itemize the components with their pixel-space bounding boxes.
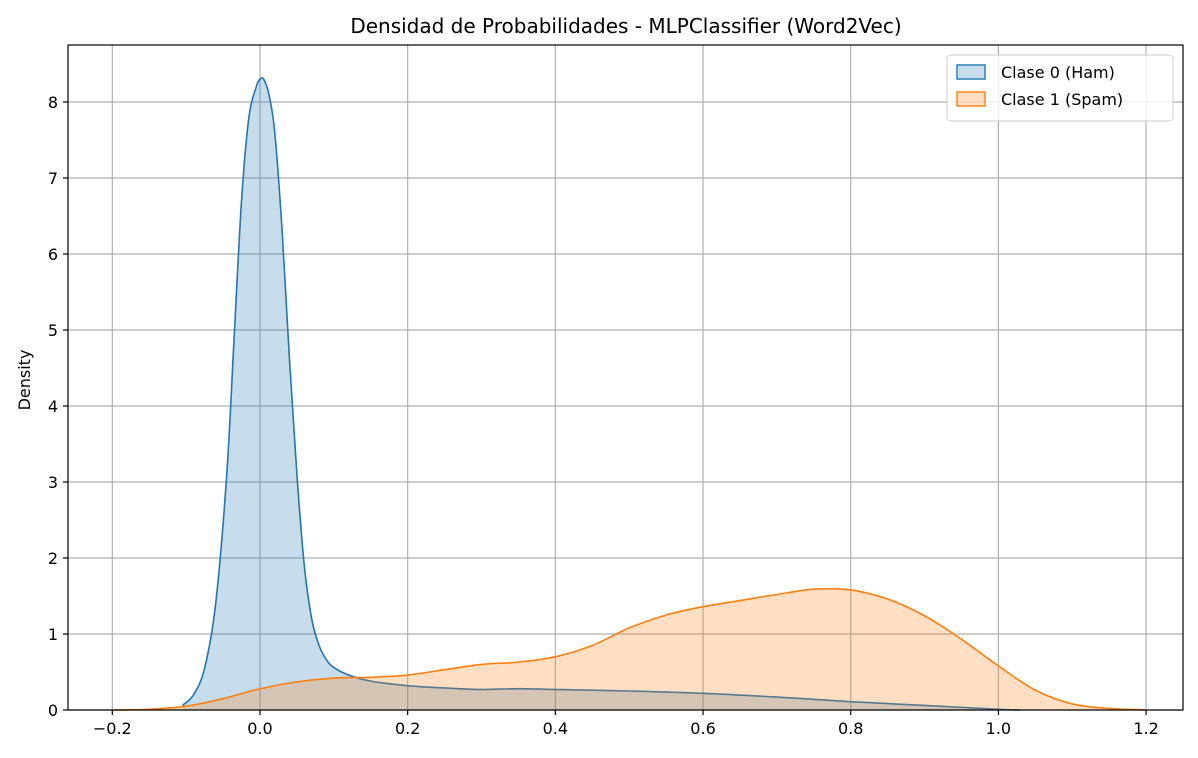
legend-box [946, 54, 1174, 122]
y-axis-label: Density [15, 350, 34, 411]
series-1-line [112, 587, 1147, 711]
x-tick-label: 1.2 [1133, 719, 1158, 738]
legend: Clase 0 (Ham) Clase 1 (Spam) [946, 54, 1174, 122]
series-0-line [181, 76, 1021, 711]
x-tick-label: 0.6 [690, 719, 715, 738]
legend-swatch [956, 91, 986, 107]
y-tick-label: 2 [48, 549, 58, 568]
legend-label: Clase 0 (Ham) [1001, 63, 1115, 82]
x-tick-label: 1.0 [986, 719, 1011, 738]
y-tick-label: 1 [48, 625, 58, 644]
x-tick-label: 0.4 [543, 719, 568, 738]
y-tick-label: 6 [48, 245, 58, 264]
series-0-area [182, 77, 1021, 711]
grid [68, 45, 1183, 711]
chart-title: Densidad de Probabilidades - MLPClassifi… [350, 14, 901, 38]
y-tick-label: 8 [48, 93, 58, 112]
y-axis-ticks: 0 1 2 3 4 5 6 7 8 [48, 93, 68, 720]
x-tick-label: 0.2 [395, 719, 420, 738]
plot-frame [67, 44, 1184, 711]
series-1-area [112, 588, 1147, 710]
x-tick-label: 0.0 [247, 719, 272, 738]
y-tick-label: 5 [48, 321, 58, 340]
x-axis-ticks: −0.2 0.0 0.2 0.4 0.6 0.8 1.0 1.2 [93, 710, 1159, 738]
legend-entry: Clase 0 (Ham) [956, 63, 1115, 82]
legend-label: Clase 1 (Spam) [1001, 90, 1123, 109]
plot-area: −0.2 0.0 0.2 0.4 0.6 0.8 1.0 1.2 0 1 2 3 4 5 6 7 8 [48, 44, 1184, 738]
legend-entry: Clase 1 (Spam) [956, 90, 1123, 109]
density-areas [112, 76, 1147, 711]
y-tick-label: 3 [48, 473, 58, 492]
y-tick-label: 4 [48, 397, 58, 416]
y-tick-label: 0 [48, 701, 58, 720]
x-tick-label: −0.2 [93, 719, 132, 738]
y-tick-label: 7 [48, 169, 58, 188]
legend-swatch [956, 64, 986, 80]
x-tick-label: 0.8 [838, 719, 863, 738]
